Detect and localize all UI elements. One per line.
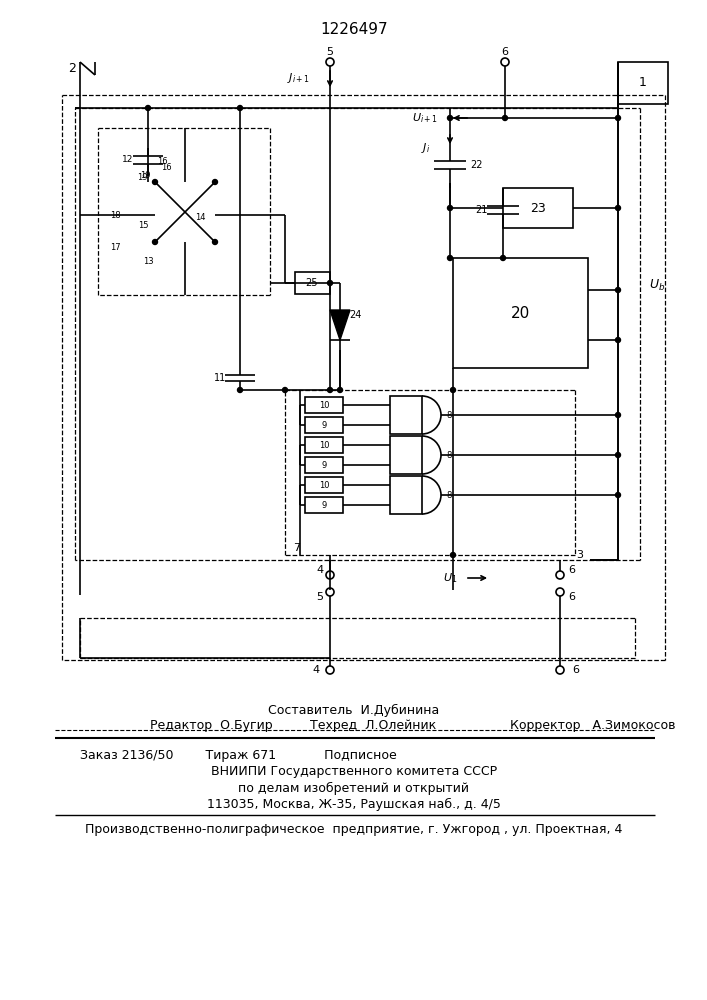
Text: 9: 9 <box>322 460 327 470</box>
Bar <box>390 436 422 474</box>
Circle shape <box>448 206 452 211</box>
Circle shape <box>616 452 621 458</box>
Circle shape <box>616 288 621 292</box>
Circle shape <box>616 115 621 120</box>
Text: Техред  Л.Олейник: Техред Л.Олейник <box>310 718 436 732</box>
Text: 7: 7 <box>293 543 300 553</box>
Text: Редактор  О.Бугир: Редактор О.Бугир <box>150 718 273 732</box>
Text: 6: 6 <box>568 565 575 575</box>
Text: 5: 5 <box>317 592 324 602</box>
Text: $U_b$: $U_b$ <box>649 277 665 293</box>
Bar <box>305 397 343 413</box>
Text: Составитель  И.Дубинина: Составитель И.Дубинина <box>269 703 440 717</box>
Circle shape <box>213 239 218 244</box>
Text: 12: 12 <box>122 155 133 164</box>
Text: 3: 3 <box>576 550 583 560</box>
Circle shape <box>450 387 455 392</box>
Text: 25: 25 <box>305 278 318 288</box>
Circle shape <box>616 206 621 211</box>
Polygon shape <box>330 310 350 340</box>
Circle shape <box>616 492 621 497</box>
Circle shape <box>238 105 243 110</box>
Circle shape <box>448 115 452 120</box>
Text: 6: 6 <box>568 592 575 602</box>
Text: $J_{i+1}$: $J_{i+1}$ <box>287 71 310 85</box>
Circle shape <box>616 412 621 418</box>
Bar <box>305 477 343 493</box>
Circle shape <box>503 115 508 120</box>
Circle shape <box>448 255 452 260</box>
Text: 16: 16 <box>160 163 171 172</box>
Text: $J_i$: $J_i$ <box>421 141 430 155</box>
Text: Производственно-полиграфическое  предприятие, г. Ужгород , ул. Проектная, 4: Производственно-полиграфическое предприя… <box>86 824 623 836</box>
Text: 8: 8 <box>446 410 452 420</box>
Bar <box>453 258 588 368</box>
Circle shape <box>283 387 288 392</box>
Circle shape <box>327 280 332 286</box>
Text: $U_{i+1}$: $U_{i+1}$ <box>412 111 438 125</box>
Text: 1226497: 1226497 <box>320 22 388 37</box>
Bar <box>305 417 343 433</box>
Circle shape <box>501 255 506 260</box>
Text: 8: 8 <box>446 490 452 499</box>
Bar <box>390 396 422 434</box>
Text: 15: 15 <box>138 221 148 230</box>
Text: 13: 13 <box>143 257 153 266</box>
Text: $U_1$: $U_1$ <box>443 571 457 585</box>
Text: Заказ 2136/50        Тираж 671            Подписное: Заказ 2136/50 Тираж 671 Подписное <box>80 748 397 762</box>
Text: 5: 5 <box>327 47 334 57</box>
Circle shape <box>616 338 621 342</box>
Text: 17: 17 <box>110 243 120 252</box>
Text: 16: 16 <box>157 157 168 166</box>
Text: 19: 19 <box>137 174 148 182</box>
Bar <box>305 437 343 453</box>
Text: 4: 4 <box>313 665 320 675</box>
Text: 19: 19 <box>140 170 151 180</box>
Text: 18: 18 <box>110 211 120 220</box>
Circle shape <box>153 180 158 184</box>
Text: 113035, Москва, Ж-35, Раушская наб., д. 4/5: 113035, Москва, Ж-35, Раушская наб., д. … <box>207 797 501 811</box>
Text: 2: 2 <box>68 62 76 75</box>
Text: 10: 10 <box>319 440 329 450</box>
Bar <box>618 62 668 104</box>
Text: 21: 21 <box>476 205 488 215</box>
Circle shape <box>327 387 332 392</box>
Text: 9: 9 <box>322 420 327 430</box>
Text: 23: 23 <box>530 202 546 215</box>
Circle shape <box>337 387 342 392</box>
Text: 4: 4 <box>317 565 324 575</box>
Text: 14: 14 <box>194 214 205 223</box>
Bar <box>305 457 343 473</box>
Text: 20: 20 <box>510 306 530 320</box>
Text: 22: 22 <box>470 160 482 170</box>
Text: Корректор   А.Зимокосов: Корректор А.Зимокосов <box>510 718 675 732</box>
Text: 24: 24 <box>349 310 361 320</box>
Bar <box>295 272 330 294</box>
Text: ВНИИПИ Государственного комитета СССР: ВНИИПИ Государственного комитета СССР <box>211 766 497 778</box>
Text: 1: 1 <box>639 77 647 90</box>
Text: 9: 9 <box>322 500 327 510</box>
Bar <box>503 188 573 228</box>
Text: 11: 11 <box>214 373 226 383</box>
Bar <box>305 497 343 513</box>
Text: 10: 10 <box>319 481 329 489</box>
Text: по делам изобретений и открытий: по делам изобретений и открытий <box>238 781 469 795</box>
Circle shape <box>450 552 455 558</box>
Text: 6: 6 <box>501 47 508 57</box>
Circle shape <box>238 387 243 392</box>
Circle shape <box>153 239 158 244</box>
Text: 8: 8 <box>446 450 452 460</box>
Circle shape <box>213 180 218 184</box>
Text: 10: 10 <box>319 400 329 410</box>
Bar <box>390 476 422 514</box>
Circle shape <box>146 105 151 110</box>
Text: 6: 6 <box>572 665 579 675</box>
